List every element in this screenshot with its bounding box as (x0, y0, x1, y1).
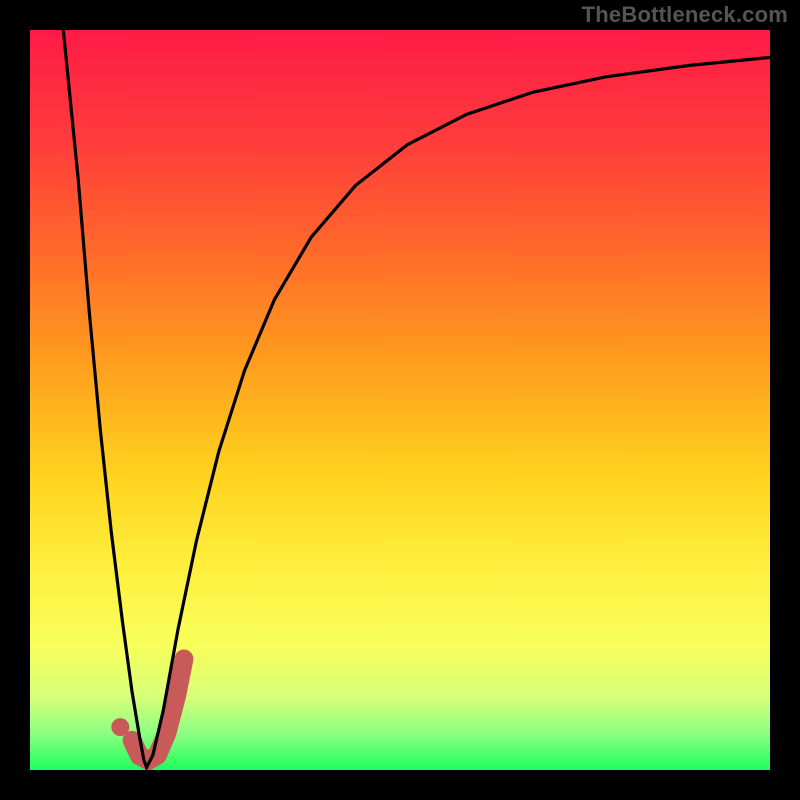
bottleneck-chart-svg (0, 0, 800, 800)
highlight-marker-dot (111, 718, 129, 736)
watermark-label: TheBottleneck.com (582, 2, 788, 28)
plot-background (30, 30, 770, 770)
figure-root: TheBottleneck.com (0, 0, 800, 800)
